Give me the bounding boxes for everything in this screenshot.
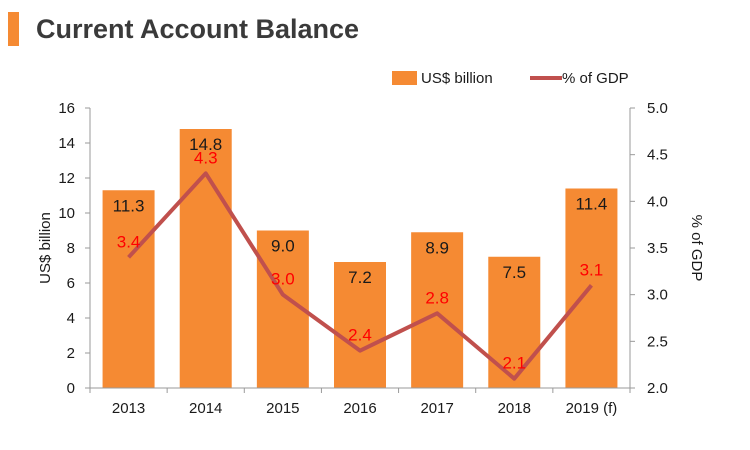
x-tick-label: 2015 [266,400,299,417]
bar-2016 [334,262,386,388]
y2-axis-title: % of GDP [688,215,705,282]
title-accent-bar [8,12,19,46]
y-tick-label: 4 [67,310,75,327]
legend-label-line: % of GDP [562,70,629,87]
bar-value-label: 11.3 [113,196,145,215]
line-value-label: 3.1 [580,260,604,279]
y-tick-label: 16 [58,100,75,117]
y2-tick-label: 2.0 [647,380,668,397]
bar-value-label: 9.0 [271,237,295,256]
x-tick-label: 2019 (f) [566,400,618,417]
y2-tick-label: 4.0 [647,193,668,210]
line-value-label: 3.0 [271,270,295,289]
line-value-label: 2.1 [502,354,526,373]
bar-2013 [102,190,155,388]
bar-value-label: 7.5 [502,263,526,282]
y-tick-label: 6 [67,275,75,292]
x-tick-label: 2014 [189,400,222,417]
line-gdp-share [127,171,593,381]
bar-value-label: 14.8 [189,135,222,154]
legend-swatch-bar [392,71,417,85]
y-tick-label: 14 [58,135,75,152]
y-tick-label: 0 [67,380,75,397]
bar-value-label: 8.9 [425,238,449,257]
bar-value-label: 11.4 [576,195,608,214]
y2-tick-label: 2.5 [647,333,668,350]
line-value-label: 2.8 [425,288,449,307]
x-tick-label: 2013 [112,400,145,417]
y-tick-label: 8 [67,240,75,257]
x-tick-label: 2017 [420,400,453,417]
page-title: Current Account Balance [36,14,360,44]
y2-tick-label: 5.0 [647,100,668,117]
x-tick-label: 2016 [343,400,376,417]
line-value-label: 3.4 [117,232,141,251]
y-tick-label: 12 [58,170,75,187]
legend-label-bar: US$ billion [421,70,493,87]
y2-tick-label: 3.5 [647,240,668,257]
y2-tick-label: 3.0 [647,287,668,304]
y-axis-title: US$ billion [37,212,54,284]
y-tick-label: 2 [67,345,75,362]
line-value-label: 4.3 [194,148,218,167]
bar-2017 [411,232,464,388]
line-value-label: 2.4 [348,326,372,345]
y-tick-label: 10 [58,205,75,222]
x-tick-label: 2018 [498,400,531,417]
y2-tick-label: 4.5 [647,147,668,164]
bar-2014 [179,129,232,388]
bar-value-label: 7.2 [348,268,372,287]
